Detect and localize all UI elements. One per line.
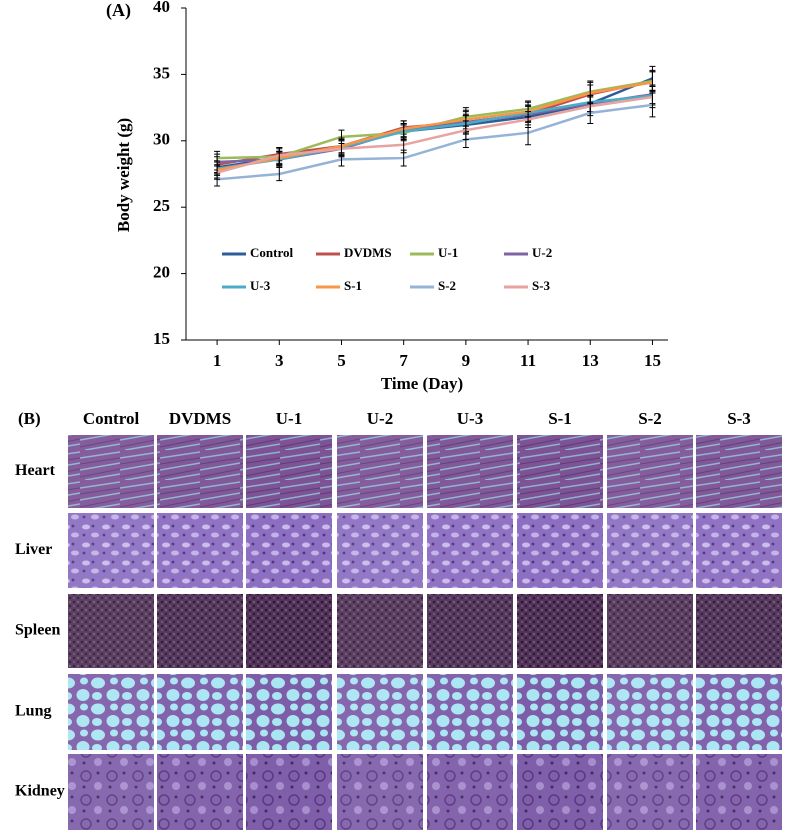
histology-image [607, 674, 693, 750]
histology-image [246, 594, 332, 668]
data-line [216, 94, 653, 170]
data-line [216, 103, 653, 181]
legend-label: U-1 [438, 245, 458, 260]
error-bar [338, 140, 345, 158]
row-header: Heart [15, 462, 56, 479]
legend-label: DVDMS [344, 245, 392, 260]
data-line [216, 95, 653, 174]
histology-image [157, 513, 243, 588]
data-line [217, 79, 653, 160]
error-bar [462, 120, 469, 140]
legend-label: S-2 [438, 278, 456, 293]
column-header: U-2 [367, 409, 393, 428]
histology-image [68, 754, 154, 830]
histology-image [696, 435, 782, 508]
row-header: Liver [15, 541, 52, 558]
histology-image [337, 754, 423, 830]
histology-image [427, 594, 513, 668]
error-bar [276, 166, 283, 182]
histology-image [157, 435, 243, 508]
x-tick-label: 1 [213, 351, 222, 370]
error-bar [400, 136, 407, 154]
histology-image [246, 754, 332, 830]
column-header: U-1 [276, 409, 302, 428]
histology-image [427, 754, 513, 830]
row-header: Kidney [15, 783, 65, 800]
histology-image [157, 594, 243, 668]
x-tick-label: 9 [462, 351, 471, 370]
histology-image [696, 513, 782, 588]
legend-label: S-1 [344, 278, 362, 293]
histology-image [427, 435, 513, 508]
histology-image [696, 674, 782, 750]
histology-image [427, 674, 513, 750]
histology-image [246, 674, 332, 750]
x-tick-label: 7 [399, 351, 408, 370]
legend-label: S-3 [532, 278, 551, 293]
histology-image [337, 594, 423, 668]
x-tick-label: 3 [275, 351, 284, 370]
histology-image [337, 435, 423, 508]
x-tick-label: 15 [644, 351, 661, 370]
histology-image [517, 674, 603, 750]
y-tick-label: 25 [153, 196, 170, 215]
histology-image [517, 754, 603, 830]
y-tick-label: 35 [153, 63, 170, 82]
histology-image [607, 513, 693, 588]
histology-image [68, 513, 154, 588]
histology-image [517, 594, 603, 668]
histology-image [157, 674, 243, 750]
histology-image [68, 435, 154, 508]
histology-image [246, 513, 332, 588]
histology-image [157, 754, 243, 830]
histology-image [427, 513, 513, 588]
histology-image [246, 435, 332, 508]
row-header: Lung [15, 703, 51, 720]
error-bar [276, 146, 283, 164]
histology-image [607, 594, 693, 668]
panel-label: (B) [18, 409, 41, 428]
error-bar [525, 111, 532, 129]
histology-image [337, 513, 423, 588]
x-tick-label: 11 [520, 351, 536, 370]
column-header: S-1 [548, 409, 572, 428]
y-tick-label: 30 [153, 130, 170, 149]
x-axis-title: Time (Day) [381, 374, 463, 393]
column-header: U-3 [457, 409, 483, 428]
y-axis-title: Body weight (g) [114, 118, 133, 232]
legend-label: U-2 [532, 245, 552, 260]
column-header: S-3 [727, 409, 751, 428]
legend-label: U-3 [250, 278, 271, 293]
error-bar [214, 165, 221, 180]
column-header: S-2 [638, 409, 662, 428]
panel-label: (A) [106, 0, 131, 21]
error-bar [587, 96, 594, 117]
column-header: DVDMS [169, 409, 231, 428]
histology-image [696, 754, 782, 830]
histology-image [68, 594, 154, 668]
x-tick-label: 5 [337, 351, 346, 370]
y-tick-label: 15 [153, 329, 170, 348]
histology-image [337, 674, 423, 750]
histology-image [68, 674, 154, 750]
y-tick-label: 40 [153, 0, 170, 16]
row-header: Spleen [15, 622, 60, 639]
histology-image [517, 435, 603, 508]
histology-image [517, 513, 603, 588]
histology-image [607, 754, 693, 830]
y-tick-label: 20 [153, 263, 170, 282]
histology-image [607, 435, 693, 508]
column-header: Control [83, 409, 140, 428]
x-tick-label: 13 [582, 351, 599, 370]
data-line [216, 81, 653, 172]
histology-image [696, 594, 782, 668]
legend-label: Control [250, 245, 293, 260]
error-bar [649, 85, 656, 109]
